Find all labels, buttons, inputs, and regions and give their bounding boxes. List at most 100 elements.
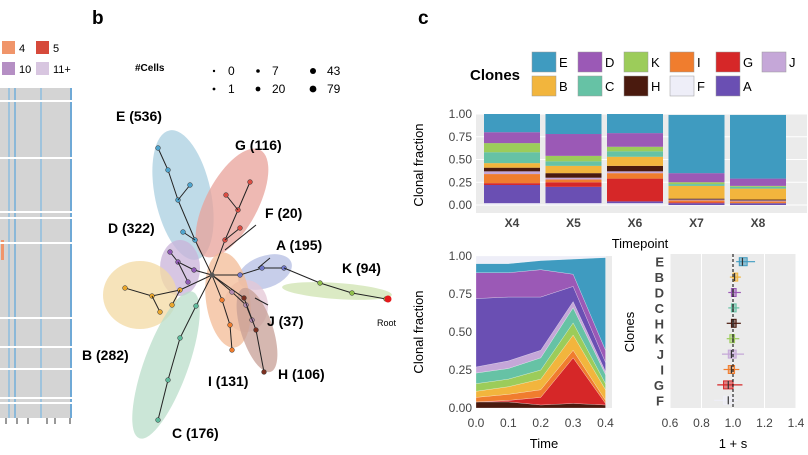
clone-legend-label-D: D	[605, 55, 614, 70]
tree-node	[155, 145, 161, 151]
tree-node	[165, 167, 171, 173]
legend-label-5: 5	[53, 43, 59, 55]
y-tick-label: 1.00	[449, 107, 473, 121]
tree-node	[247, 179, 253, 185]
tree-node	[165, 377, 171, 383]
bar-segment-D	[484, 132, 540, 144]
tree-node	[167, 249, 173, 255]
bar-segment-D	[730, 178, 786, 186]
bar-segment-H	[730, 199, 786, 201]
y-tick-label: E	[655, 255, 664, 270]
root-label: Root	[377, 318, 397, 328]
size-legend-dot	[309, 85, 317, 93]
x-tick-label: X6	[628, 216, 643, 230]
y-tick-label: 0.50	[449, 153, 473, 167]
bar-segment-D	[668, 173, 725, 183]
bar-segment-H	[668, 198, 725, 200]
y-tick-label: 0.00	[449, 198, 473, 212]
bar-segment-E	[730, 114, 786, 179]
bar-segment-K	[668, 182, 725, 185]
box-J	[727, 349, 737, 359]
tree-node	[237, 225, 243, 231]
clone-swatch-A	[715, 75, 741, 97]
cluster-label-D: D (322)	[108, 220, 155, 236]
cluster-label-E: E (536)	[116, 108, 162, 124]
clone-swatch-B	[531, 75, 557, 97]
bar-segment-G	[545, 182, 602, 187]
heatmap-column	[70, 88, 72, 418]
y-tick-label: 0.75	[449, 130, 473, 144]
cluster-label-G: G (116)	[235, 137, 282, 153]
tree-branch	[211, 274, 233, 351]
bar-segment-E	[668, 114, 725, 174]
panel-letter-c: c	[418, 8, 429, 29]
bar-segment-F	[484, 203, 540, 205]
tree-branch	[283, 267, 387, 300]
clone-swatch-C	[577, 75, 603, 97]
tree-branch	[211, 274, 265, 373]
tree-panel: #Cells 0 7 43 1 20 79 Root E (536) G (116) F (20) D…	[82, 63, 397, 441]
stacked-bar-chart: 0.00 0.25 0.50 0.75 1.00 Clonal fraction X4 X5 X…	[411, 107, 807, 251]
bar-segment-D	[545, 134, 602, 156]
clone-legend-label-I: I	[697, 55, 701, 70]
y-tick-label: D	[655, 286, 664, 301]
tree-node	[317, 280, 323, 286]
size-legend-dot	[255, 86, 261, 92]
tree-node	[229, 347, 235, 353]
clone-legend-title: Clones	[470, 67, 520, 84]
tree-node	[185, 279, 191, 285]
tree-branch	[169, 251, 213, 276]
legend-swatch-4	[2, 41, 15, 54]
bar-segment-E	[484, 114, 540, 133]
cluster-label-B: B (282)	[82, 347, 129, 363]
cluster-label-J: J (37)	[267, 313, 304, 329]
tree-node	[261, 369, 267, 375]
tree-center-node	[209, 272, 215, 278]
legend-label-4: 4	[19, 43, 25, 55]
size-legend-dot	[212, 69, 216, 73]
y-axis-label: Clones	[622, 311, 637, 352]
clone-legend-label-B: B	[559, 79, 568, 94]
bar-segment-G	[607, 178, 663, 202]
tree-node	[241, 295, 247, 301]
tree-node	[219, 297, 225, 303]
y-tick-label: I	[660, 363, 664, 378]
size-legend-label: 43	[327, 64, 341, 78]
tree-branch	[211, 181, 251, 276]
panel-letter-b: b	[92, 8, 104, 29]
clone-legend-label-E: E	[559, 55, 568, 70]
bar-segment-H	[484, 167, 540, 172]
size-legend-label: 1	[228, 82, 235, 96]
cluster-label-I: I (131)	[208, 373, 248, 389]
bar-segment-J	[668, 199, 725, 201]
tree-branch	[177, 261, 189, 283]
legend-label-11+: 11+	[53, 64, 71, 76]
y-tick-label: 0.50	[449, 325, 473, 339]
clone-swatch-G	[715, 51, 741, 73]
size-legend-label: 79	[327, 82, 341, 96]
bar-segment-J	[607, 171, 663, 174]
box-H	[730, 318, 737, 328]
size-legend-label: 0	[228, 64, 235, 78]
tree-node	[122, 285, 128, 291]
x-tick-label: 0.2	[532, 416, 549, 430]
size-legend-dot	[212, 87, 216, 91]
clone-legend-label-H: H	[651, 79, 660, 94]
tree-node	[259, 265, 265, 271]
heatmap-body	[0, 88, 72, 418]
size-legend-title: #Cells	[135, 63, 165, 74]
cluster-label-H: H (106)	[278, 366, 325, 382]
x-axis-label: Time	[530, 436, 558, 451]
bar-segment-I	[607, 173, 663, 179]
cluster-pointer-line	[254, 297, 269, 306]
cluster-label-C: C (176)	[172, 425, 219, 441]
bar-segment-D	[607, 133, 663, 147]
bar-segment-G	[484, 183, 540, 185]
box-E	[738, 257, 748, 267]
x-tick-label: 1.0	[725, 416, 742, 430]
y-tick-label: H	[655, 316, 664, 331]
legend-swatch-11+	[36, 62, 49, 75]
x-tick-label: 0.6	[662, 416, 679, 430]
